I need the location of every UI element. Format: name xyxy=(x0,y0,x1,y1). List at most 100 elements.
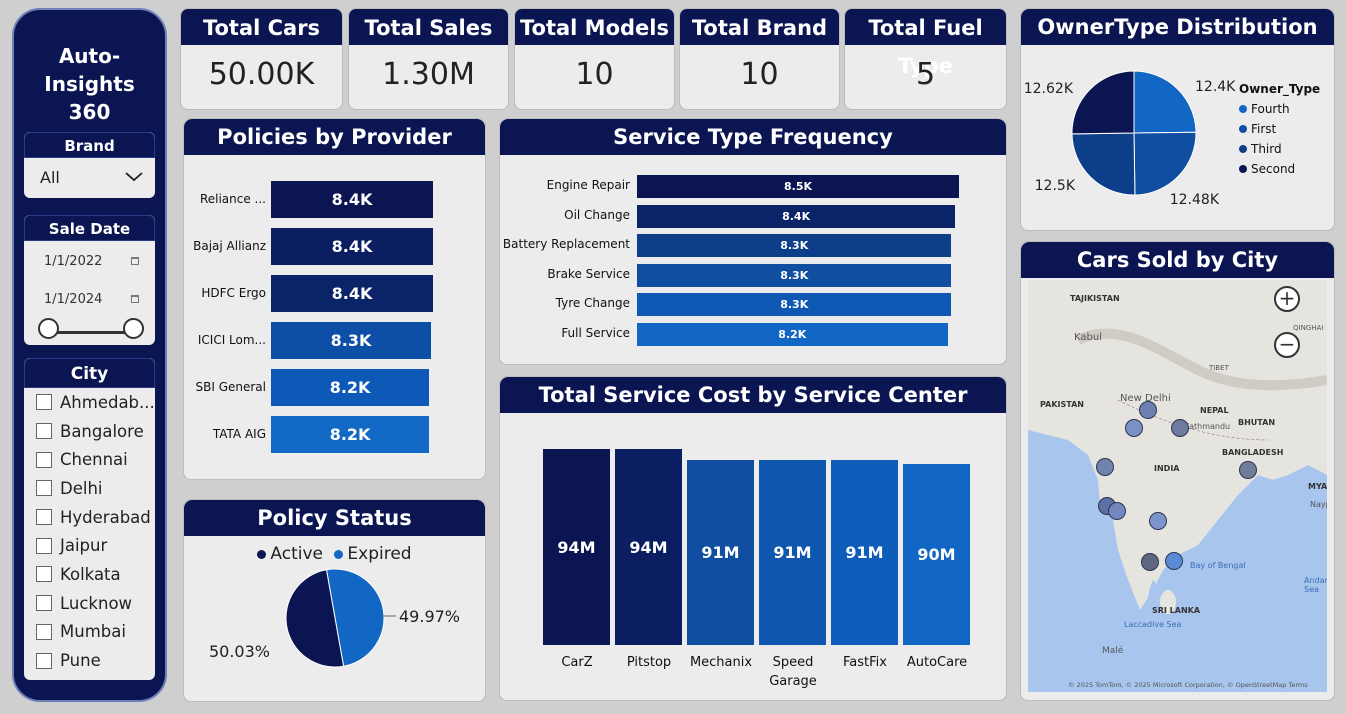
bar[interactable]: 8.3K xyxy=(637,293,952,316)
legend-item[interactable]: Second xyxy=(1239,162,1320,176)
kpi-total-brand: Total Brand 10 xyxy=(679,8,840,110)
map-label: New Delhi xyxy=(1120,393,1171,404)
checkbox-icon[interactable] xyxy=(36,623,52,640)
city-option[interactable]: Kolkata xyxy=(24,560,155,589)
city-option-label: Hyderabad xyxy=(60,507,151,527)
kpi-total-models: Total Models 10 xyxy=(514,8,675,110)
legend-item[interactable]: First xyxy=(1239,122,1320,136)
city-marker[interactable] xyxy=(1139,401,1157,419)
checkbox-icon[interactable] xyxy=(36,480,52,497)
pie-slice[interactable] xyxy=(1071,70,1135,135)
pie-slice[interactable] xyxy=(1071,132,1136,196)
checkbox-icon[interactable] xyxy=(36,595,52,612)
bar[interactable]: 8.3K xyxy=(271,322,432,359)
city-marker[interactable] xyxy=(1141,553,1159,571)
bar[interactable]: 8.2K xyxy=(271,416,430,453)
pie-slice[interactable] xyxy=(1133,70,1197,134)
city-marker[interactable] xyxy=(1108,502,1126,520)
brand-dropdown[interactable]: All xyxy=(24,158,155,196)
bar[interactable]: 8.4K xyxy=(271,181,433,218)
checkbox-icon[interactable] xyxy=(36,423,52,440)
card-title: Policies by Provider xyxy=(184,119,485,155)
checkbox-icon[interactable] xyxy=(36,509,52,526)
chevron-down-icon xyxy=(125,172,143,182)
city-option[interactable]: Mumbai xyxy=(24,618,155,647)
map-label: SRI LANKA xyxy=(1152,606,1201,615)
sale-date-slicer-title: Sale Date xyxy=(24,215,155,241)
sale-date-slicer: Sale Date 1/1/2022 1/1/2024 xyxy=(24,215,155,345)
card-title: OwnerType Distribution xyxy=(1021,9,1334,45)
bar[interactable]: 8.5K xyxy=(637,175,959,198)
slider-end-handle[interactable] xyxy=(123,318,144,339)
legend-item-active[interactable]: Active xyxy=(257,544,323,564)
pie-slice[interactable] xyxy=(325,568,385,667)
owner-type-pie: 12.4K 12.48K 12.5K 12.62K xyxy=(1024,70,1236,208)
legend-label: First xyxy=(1251,122,1277,136)
bar[interactable]: 8.4K xyxy=(637,204,956,228)
city-option[interactable]: Delhi xyxy=(24,474,155,503)
checkbox-icon[interactable] xyxy=(36,566,52,583)
checkbox-icon[interactable] xyxy=(36,394,52,411)
zoom-in-button[interactable]: + xyxy=(1274,286,1300,312)
card-title: Total Service Cost by Service Center xyxy=(500,377,1006,413)
city-option[interactable]: Jaipur xyxy=(24,531,155,560)
checkbox-icon[interactable] xyxy=(36,652,52,669)
bar[interactable]: 8.2K xyxy=(271,369,430,406)
kpi-label: Total Cars xyxy=(181,9,342,45)
checkbox-icon[interactable] xyxy=(36,537,52,554)
map-label: MYANM xyxy=(1308,482,1327,491)
city-option[interactable]: Chennai xyxy=(24,445,155,474)
kpi-value: 10 xyxy=(575,57,614,92)
city-option-label: Mumbai xyxy=(60,622,126,642)
city-option[interactable]: Bangalore xyxy=(24,417,155,446)
bar[interactable]: 91M xyxy=(687,459,754,645)
pie-slice[interactable] xyxy=(1133,131,1197,196)
map-label: PAKISTAN xyxy=(1040,400,1084,409)
policy-status-card: Policy Status Active Expired 49.97% 50.03… xyxy=(183,499,486,702)
calendar-icon xyxy=(131,295,139,303)
bar[interactable]: 91M xyxy=(831,459,898,645)
city-option-label: Bangalore xyxy=(60,421,144,441)
owner-type-card: OwnerType Distribution 12.4K 12.48K 12.5K 1… xyxy=(1020,8,1335,231)
bar[interactable]: 94M xyxy=(543,449,610,645)
start-date-input[interactable]: 1/1/2022 xyxy=(24,242,155,280)
end-date-value: 1/1/2024 xyxy=(44,291,103,307)
city-option[interactable]: Hyderabad xyxy=(24,503,155,532)
card-title: Service Type Frequency xyxy=(500,119,1006,155)
kpi-label: Total Brand xyxy=(680,9,839,45)
card-title: Cars Sold by City xyxy=(1021,242,1334,278)
legend-label: Third xyxy=(1251,142,1282,156)
pie-slice[interactable] xyxy=(285,569,345,668)
city-marker[interactable] xyxy=(1239,461,1257,479)
pie-data-label: 49.97% xyxy=(399,607,460,626)
bar[interactable]: 8.2K xyxy=(637,322,948,346)
city-option[interactable]: Ahmedab... xyxy=(24,388,155,417)
app-title-line2: 360 xyxy=(68,100,111,124)
legend-item[interactable]: Third xyxy=(1239,142,1320,156)
legend-label: Fourth xyxy=(1251,102,1290,116)
city-marker[interactable] xyxy=(1125,419,1143,437)
bar[interactable]: 8.4K xyxy=(271,275,433,312)
city-marker[interactable] xyxy=(1165,552,1183,570)
city-marker[interactable] xyxy=(1149,512,1167,530)
bar[interactable]: 8.3K xyxy=(637,234,952,257)
city-map[interactable]: + − TAJIKISTAN PAKISTAN NEPAL BHUTAN IND… xyxy=(1028,280,1327,692)
bar[interactable]: 8.3K xyxy=(637,263,952,287)
map-label: TAJIKISTAN xyxy=(1070,294,1120,303)
slider-start-handle[interactable] xyxy=(38,318,59,339)
city-marker[interactable] xyxy=(1096,458,1114,476)
bar[interactable]: 90M xyxy=(903,463,970,645)
checkbox-icon[interactable] xyxy=(36,451,52,468)
end-date-input[interactable]: 1/1/2024 xyxy=(24,280,155,318)
city-marker[interactable] xyxy=(1171,419,1189,437)
bar[interactable]: 94M xyxy=(615,449,682,645)
city-option[interactable]: Pune xyxy=(24,646,155,675)
bar[interactable]: 91M xyxy=(759,459,826,645)
bar[interactable]: 8.4K xyxy=(271,228,433,265)
zoom-out-button[interactable]: − xyxy=(1274,332,1300,358)
policy-status-pie: 49.97% 50.03% xyxy=(209,568,460,668)
legend-item[interactable]: Fourth xyxy=(1239,102,1320,116)
date-range-slider[interactable] xyxy=(49,331,135,334)
legend-item-expired[interactable]: Expired xyxy=(334,544,412,564)
city-option[interactable]: Lucknow xyxy=(24,589,155,618)
